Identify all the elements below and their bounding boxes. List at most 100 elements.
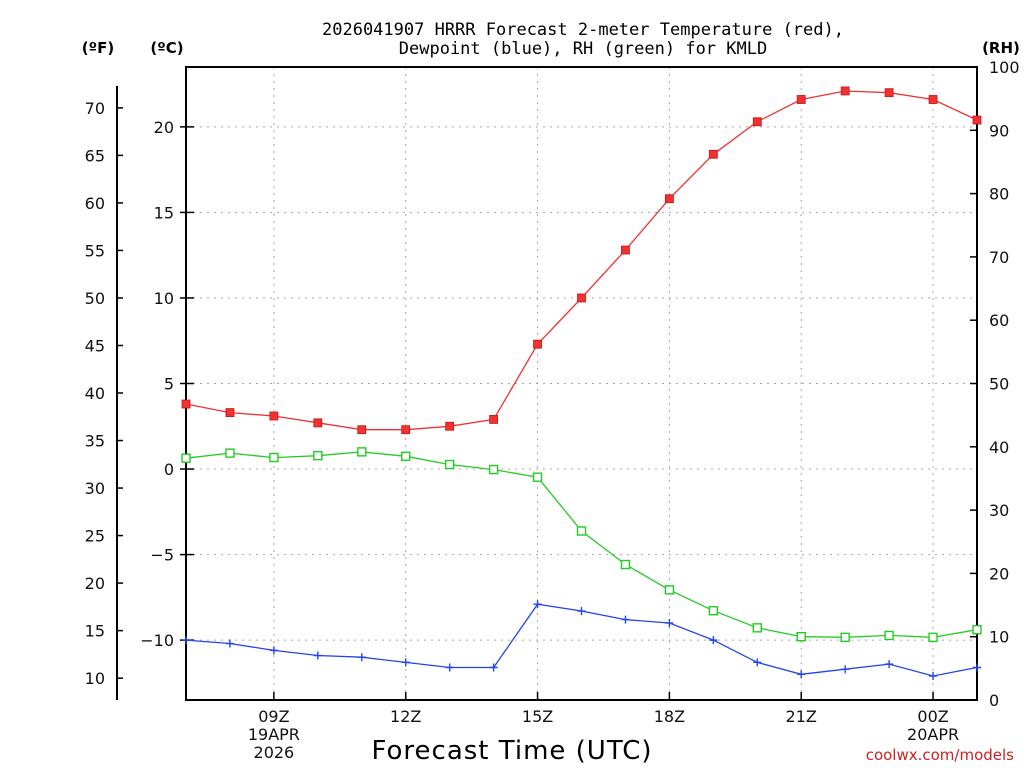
celsius-tick-label: 15 <box>154 203 174 222</box>
data-point <box>445 421 455 431</box>
data-point <box>357 653 366 662</box>
data-point <box>972 625 982 635</box>
data-point <box>621 615 630 624</box>
data-point <box>708 606 719 616</box>
data-point <box>752 623 762 633</box>
chart-title-line-2: Dewpoint (blue), RH (green) for KMLD <box>399 39 767 59</box>
rh-tick-label: 10 <box>989 628 1009 647</box>
x-axis-label: Forecast Time (UTC) <box>371 736 652 766</box>
x-tick-label: 20APR <box>907 725 959 744</box>
data-point <box>225 448 235 458</box>
fahrenheit-tick-label: 35 <box>85 432 105 451</box>
x-tick-label: 18Z <box>654 707 685 726</box>
data-point <box>665 619 674 628</box>
fahrenheit-tick-label: 10 <box>85 669 105 688</box>
data-point <box>928 632 938 643</box>
data-point <box>401 425 411 435</box>
data-point <box>840 86 850 96</box>
fahrenheit-tick-label: 25 <box>85 527 105 546</box>
fahrenheit-tick-label: 30 <box>85 479 105 498</box>
fahrenheit-tick-label: 70 <box>85 99 105 118</box>
data-point <box>708 149 718 159</box>
rh-tick-label: 90 <box>989 121 1009 140</box>
axes: −10 −5 0 5 10 15 20 10 15 20 25 30 35 40 45 50 55 60 65 70 0… <box>85 58 1020 762</box>
data-point <box>532 472 543 482</box>
x-tick-label: 21Z <box>786 707 817 726</box>
data-point <box>313 418 323 428</box>
x-tick-label: 2026 <box>254 743 295 762</box>
x-tick-label: 19APR <box>248 725 300 744</box>
data-point <box>269 646 278 655</box>
data-point <box>709 636 718 645</box>
data-point <box>576 526 587 536</box>
grid <box>186 67 977 700</box>
rh-tick-label: 0 <box>989 691 999 710</box>
data-point <box>181 453 191 463</box>
data-point <box>533 339 542 349</box>
data-point <box>753 658 762 667</box>
data-point <box>973 663 981 672</box>
data-point <box>577 607 586 616</box>
fahrenheit-tick-label: 65 <box>85 146 105 165</box>
data-point <box>533 600 542 609</box>
data-point <box>840 632 850 643</box>
celsius-tick-label: 10 <box>154 289 174 308</box>
data-point <box>489 415 499 424</box>
fahrenheit-tick-label: 60 <box>85 194 105 213</box>
celsius-tick-label: 20 <box>154 118 174 137</box>
fahrenheit-tick-label: 15 <box>85 622 105 641</box>
data-point <box>445 663 454 672</box>
series-layer <box>181 86 982 681</box>
data-point <box>929 672 938 681</box>
celsius-unit-label: (ºC) <box>150 39 183 57</box>
data-point <box>313 651 322 660</box>
data-point <box>269 452 279 463</box>
x-tick-label: 12Z <box>390 707 421 726</box>
data-point <box>269 411 279 421</box>
data-point <box>972 115 982 125</box>
data-point <box>928 95 938 104</box>
data-point <box>488 464 499 475</box>
data-point <box>357 425 367 435</box>
x-tick-label: 15Z <box>522 707 553 726</box>
data-point <box>577 293 586 303</box>
data-point <box>444 459 455 470</box>
rh-tick-label: 30 <box>989 501 1009 520</box>
fahrenheit-unit-label: (ºF) <box>82 39 114 57</box>
celsius-tick-label: 0 <box>164 460 174 479</box>
data-point <box>401 658 410 667</box>
data-point <box>313 450 323 461</box>
chart-title-line-1: 2026041907 HRRR Forecast 2-meter Tempera… <box>322 20 844 40</box>
fahrenheit-tick-label: 20 <box>85 574 105 593</box>
credit-text: coolwx.com/models <box>866 746 1014 764</box>
data-point <box>884 88 894 98</box>
rh-tick-label: 80 <box>989 185 1009 204</box>
rh-tick-label: 40 <box>989 438 1009 457</box>
series-line <box>185 90 978 431</box>
data-point <box>841 665 850 674</box>
rh-tick-label: 70 <box>989 248 1009 267</box>
data-point <box>357 447 367 457</box>
x-tick-label: 09Z <box>258 707 289 726</box>
data-point <box>225 408 235 417</box>
x-tick-label: 00Z <box>917 707 948 726</box>
fahrenheit-tick-label: 40 <box>85 384 105 403</box>
data-point <box>181 399 191 409</box>
rh-tick-label: 100 <box>989 58 1020 77</box>
series-2-meter-temperature <box>181 86 982 435</box>
data-point <box>752 117 762 127</box>
data-point <box>182 636 190 645</box>
rh-tick-label: 60 <box>989 311 1009 330</box>
series-dewpoint <box>182 600 981 681</box>
celsius-tick-label: 5 <box>164 375 174 394</box>
data-point <box>620 559 631 570</box>
data-point <box>664 194 674 204</box>
fahrenheit-tick-label: 45 <box>85 336 105 355</box>
fahrenheit-tick-label: 50 <box>85 289 105 308</box>
data-point <box>225 639 234 648</box>
fahrenheit-tick-label: 55 <box>85 241 105 260</box>
data-point <box>797 670 806 679</box>
celsius-tick-label: −5 <box>150 546 174 565</box>
data-point <box>885 660 894 669</box>
